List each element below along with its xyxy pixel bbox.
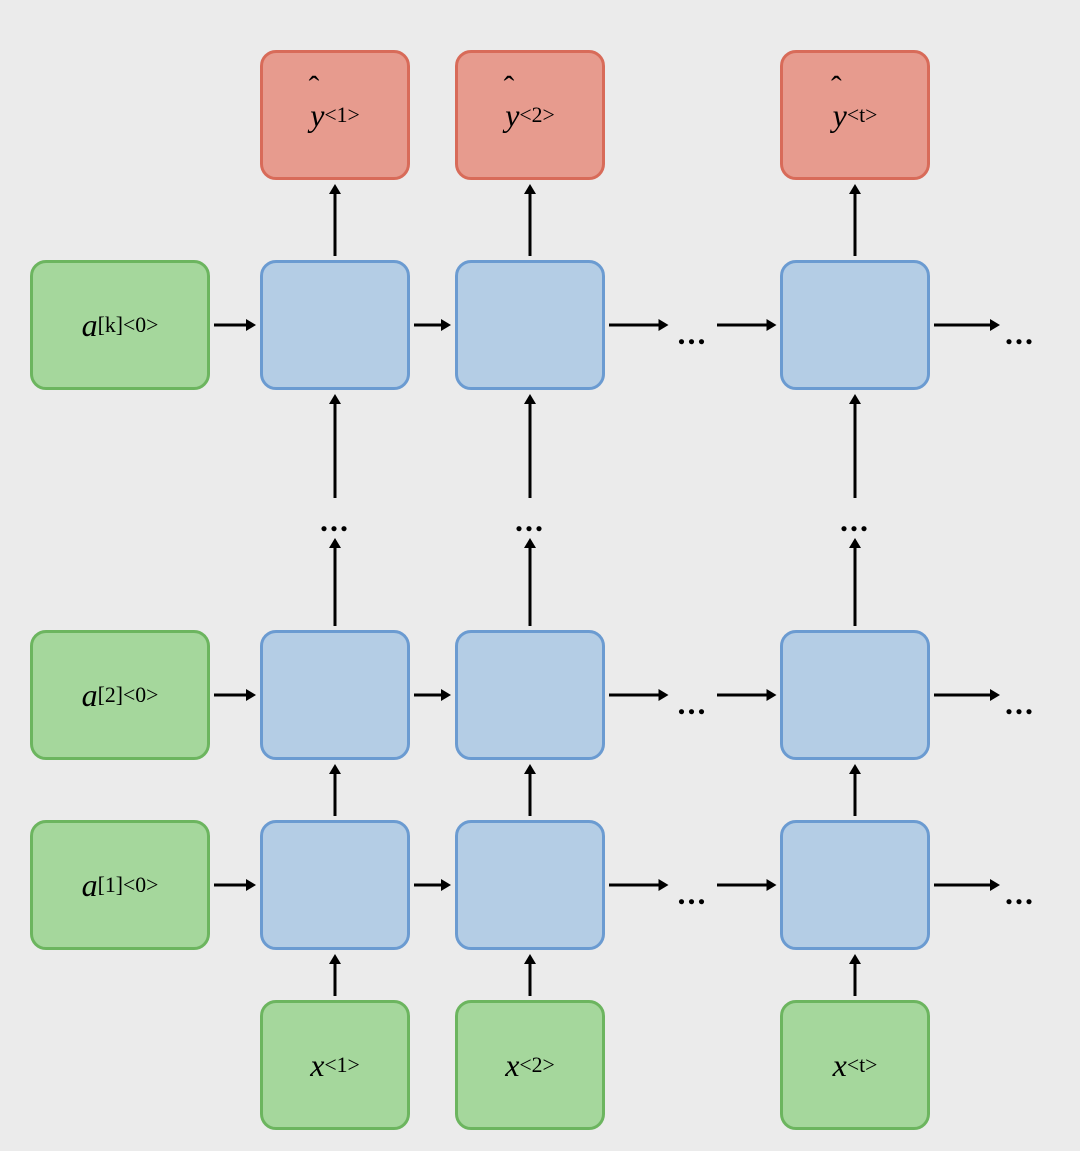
arrow-lk-to-out-2 [843, 172, 867, 268]
arrow-lk-t2-ell [597, 313, 681, 337]
init-state-layer-2: a[2]<0> [30, 630, 210, 760]
arrow-l2-to-ell-0 [323, 526, 347, 638]
arrow-init-l1 [202, 873, 268, 897]
arrow-init-l2 [202, 683, 268, 707]
output-node-1: yˆ<1> [260, 50, 410, 180]
input-node-t: x<t> [780, 1000, 930, 1130]
init-state-layer-1: a[1]<0> [30, 820, 210, 950]
hidden-layer-2-t3 [780, 630, 930, 760]
arrow-l1-to-l2-0 [323, 752, 347, 828]
arrow-lk-tail [922, 313, 1012, 337]
hidden-layer-1-t1 [260, 820, 410, 950]
arrow-input-to-l1-1 [518, 942, 542, 1008]
arrow-ell-to-lk-1 [518, 382, 542, 510]
arrow-l1-tail [922, 873, 1012, 897]
arrow-lk-t1t2 [402, 313, 463, 337]
arrow-l2-tail [922, 683, 1012, 707]
arrow-l1-t1t2 [402, 873, 463, 897]
output-node-2: yˆ<2> [455, 50, 605, 180]
hidden-layer-2-t1 [260, 630, 410, 760]
hidden-layer-1-t3 [780, 820, 930, 950]
arrow-l1-to-l2-1 [518, 752, 542, 828]
output-node-t: yˆ<t> [780, 50, 930, 180]
input-node-1: x<1> [260, 1000, 410, 1130]
arrow-ell-to-lk-2 [843, 382, 867, 510]
hidden-layer-k-t2 [455, 260, 605, 390]
arrow-l2-to-ell-2 [843, 526, 867, 638]
arrow-l1-ell-t [705, 873, 789, 897]
arrow-ell-to-lk-0 [323, 382, 347, 510]
arrow-l2-t1t2 [402, 683, 463, 707]
arrow-l2-ell-t [705, 683, 789, 707]
input-node-2: x<2> [455, 1000, 605, 1130]
hidden-layer-1-t2 [455, 820, 605, 950]
arrow-input-to-l1-2 [843, 942, 867, 1008]
arrow-lk-to-out-1 [518, 172, 542, 268]
arrow-l2-to-ell-1 [518, 526, 542, 638]
arrow-lk-ell-t [705, 313, 789, 337]
arrow-l2-t2-ell [597, 683, 681, 707]
arrow-init-lk [202, 313, 268, 337]
arrow-input-to-l1-0 [323, 942, 347, 1008]
deep-rnn-diagram: yˆ<1> yˆ<2> yˆ<t> a[k]<0> a[2]<0> a[1]<0> x<1>… [0, 0, 1080, 1151]
arrow-lk-to-out-0 [323, 172, 347, 268]
hidden-layer-k-t1 [260, 260, 410, 390]
arrow-l1-to-l2-2 [843, 752, 867, 828]
arrow-l1-t2-ell [597, 873, 681, 897]
hidden-layer-2-t2 [455, 630, 605, 760]
hidden-layer-k-t3 [780, 260, 930, 390]
init-state-layer-k: a[k]<0> [30, 260, 210, 390]
